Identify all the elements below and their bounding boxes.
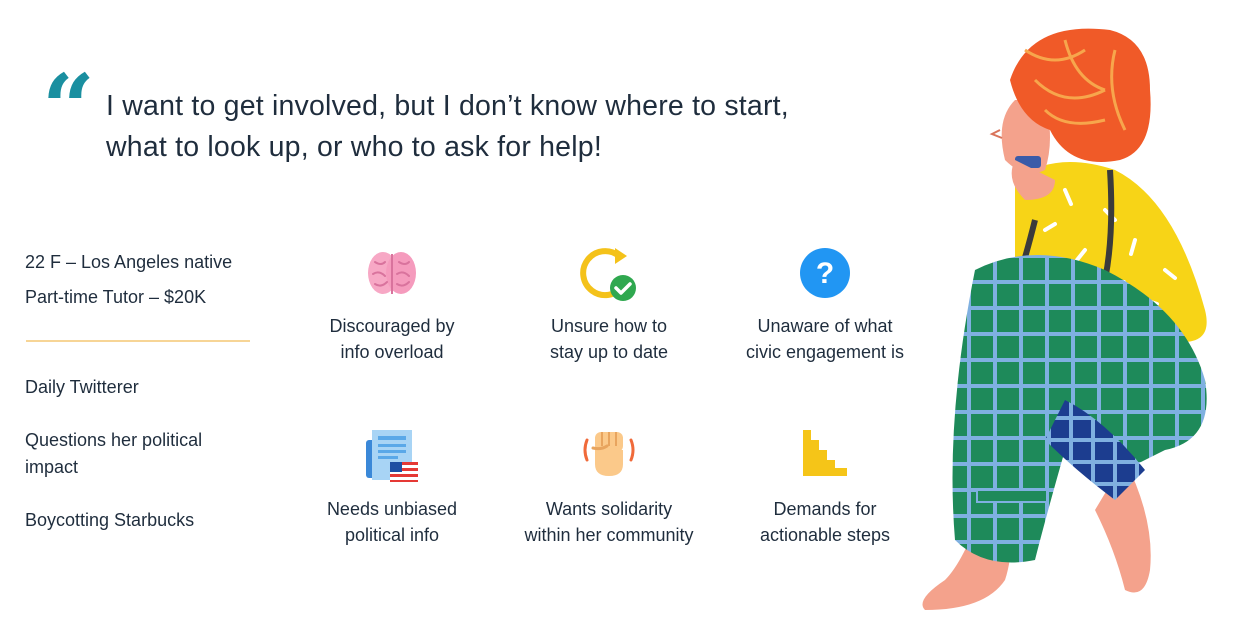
card-caption-line-2: stay up to date [549, 342, 669, 362]
question-icon: ? [798, 246, 852, 305]
refresh-check-icon [579, 246, 639, 309]
raised-fist-icon [579, 426, 639, 485]
card-caption-line-1: Unaware of what [757, 316, 893, 336]
card-caption-line-1: Unsure how to [550, 316, 668, 336]
quote-text: I want to get involved, but I don’t know… [106, 86, 906, 168]
brain-icon [365, 246, 419, 305]
card-caption-line-2: info overload [340, 342, 444, 362]
person-illustration [915, 20, 1233, 620]
card-caption-line-1: Wants solidarity [545, 499, 673, 519]
svg-text:?: ? [816, 257, 834, 290]
persona-occupation: Part-time Tutor – $20K [25, 287, 207, 307]
quote-mark-icon: “ [42, 54, 95, 162]
card-caption-line-1: Discouraged by [329, 316, 455, 336]
card-caption-line-1: Demands for [773, 499, 877, 519]
persona-demographic: 22 F – Los Angeles native [25, 252, 233, 272]
stairs-icon [801, 428, 849, 483]
card-caption-line-2: actionable steps [759, 525, 891, 545]
quote-line-1: I want to get involved, but I don’t know… [106, 90, 789, 122]
persona-trait: Questions her political impact [25, 430, 203, 477]
persona-trait: Boycotting Starbucks [25, 510, 195, 530]
card-caption-line-2: political info [344, 525, 440, 545]
card-caption-line-2: civic engagement is [745, 342, 905, 362]
card-caption-line-2: within her community [524, 525, 694, 545]
persona-divider [26, 340, 250, 342]
quote-line-2: what to look up, or who to ask for help! [106, 131, 602, 163]
newspaper-flag-icon [362, 426, 422, 491]
card-caption-line-1: Needs unbiased [326, 499, 458, 519]
persona-trait: Daily Twitterer [25, 377, 139, 397]
